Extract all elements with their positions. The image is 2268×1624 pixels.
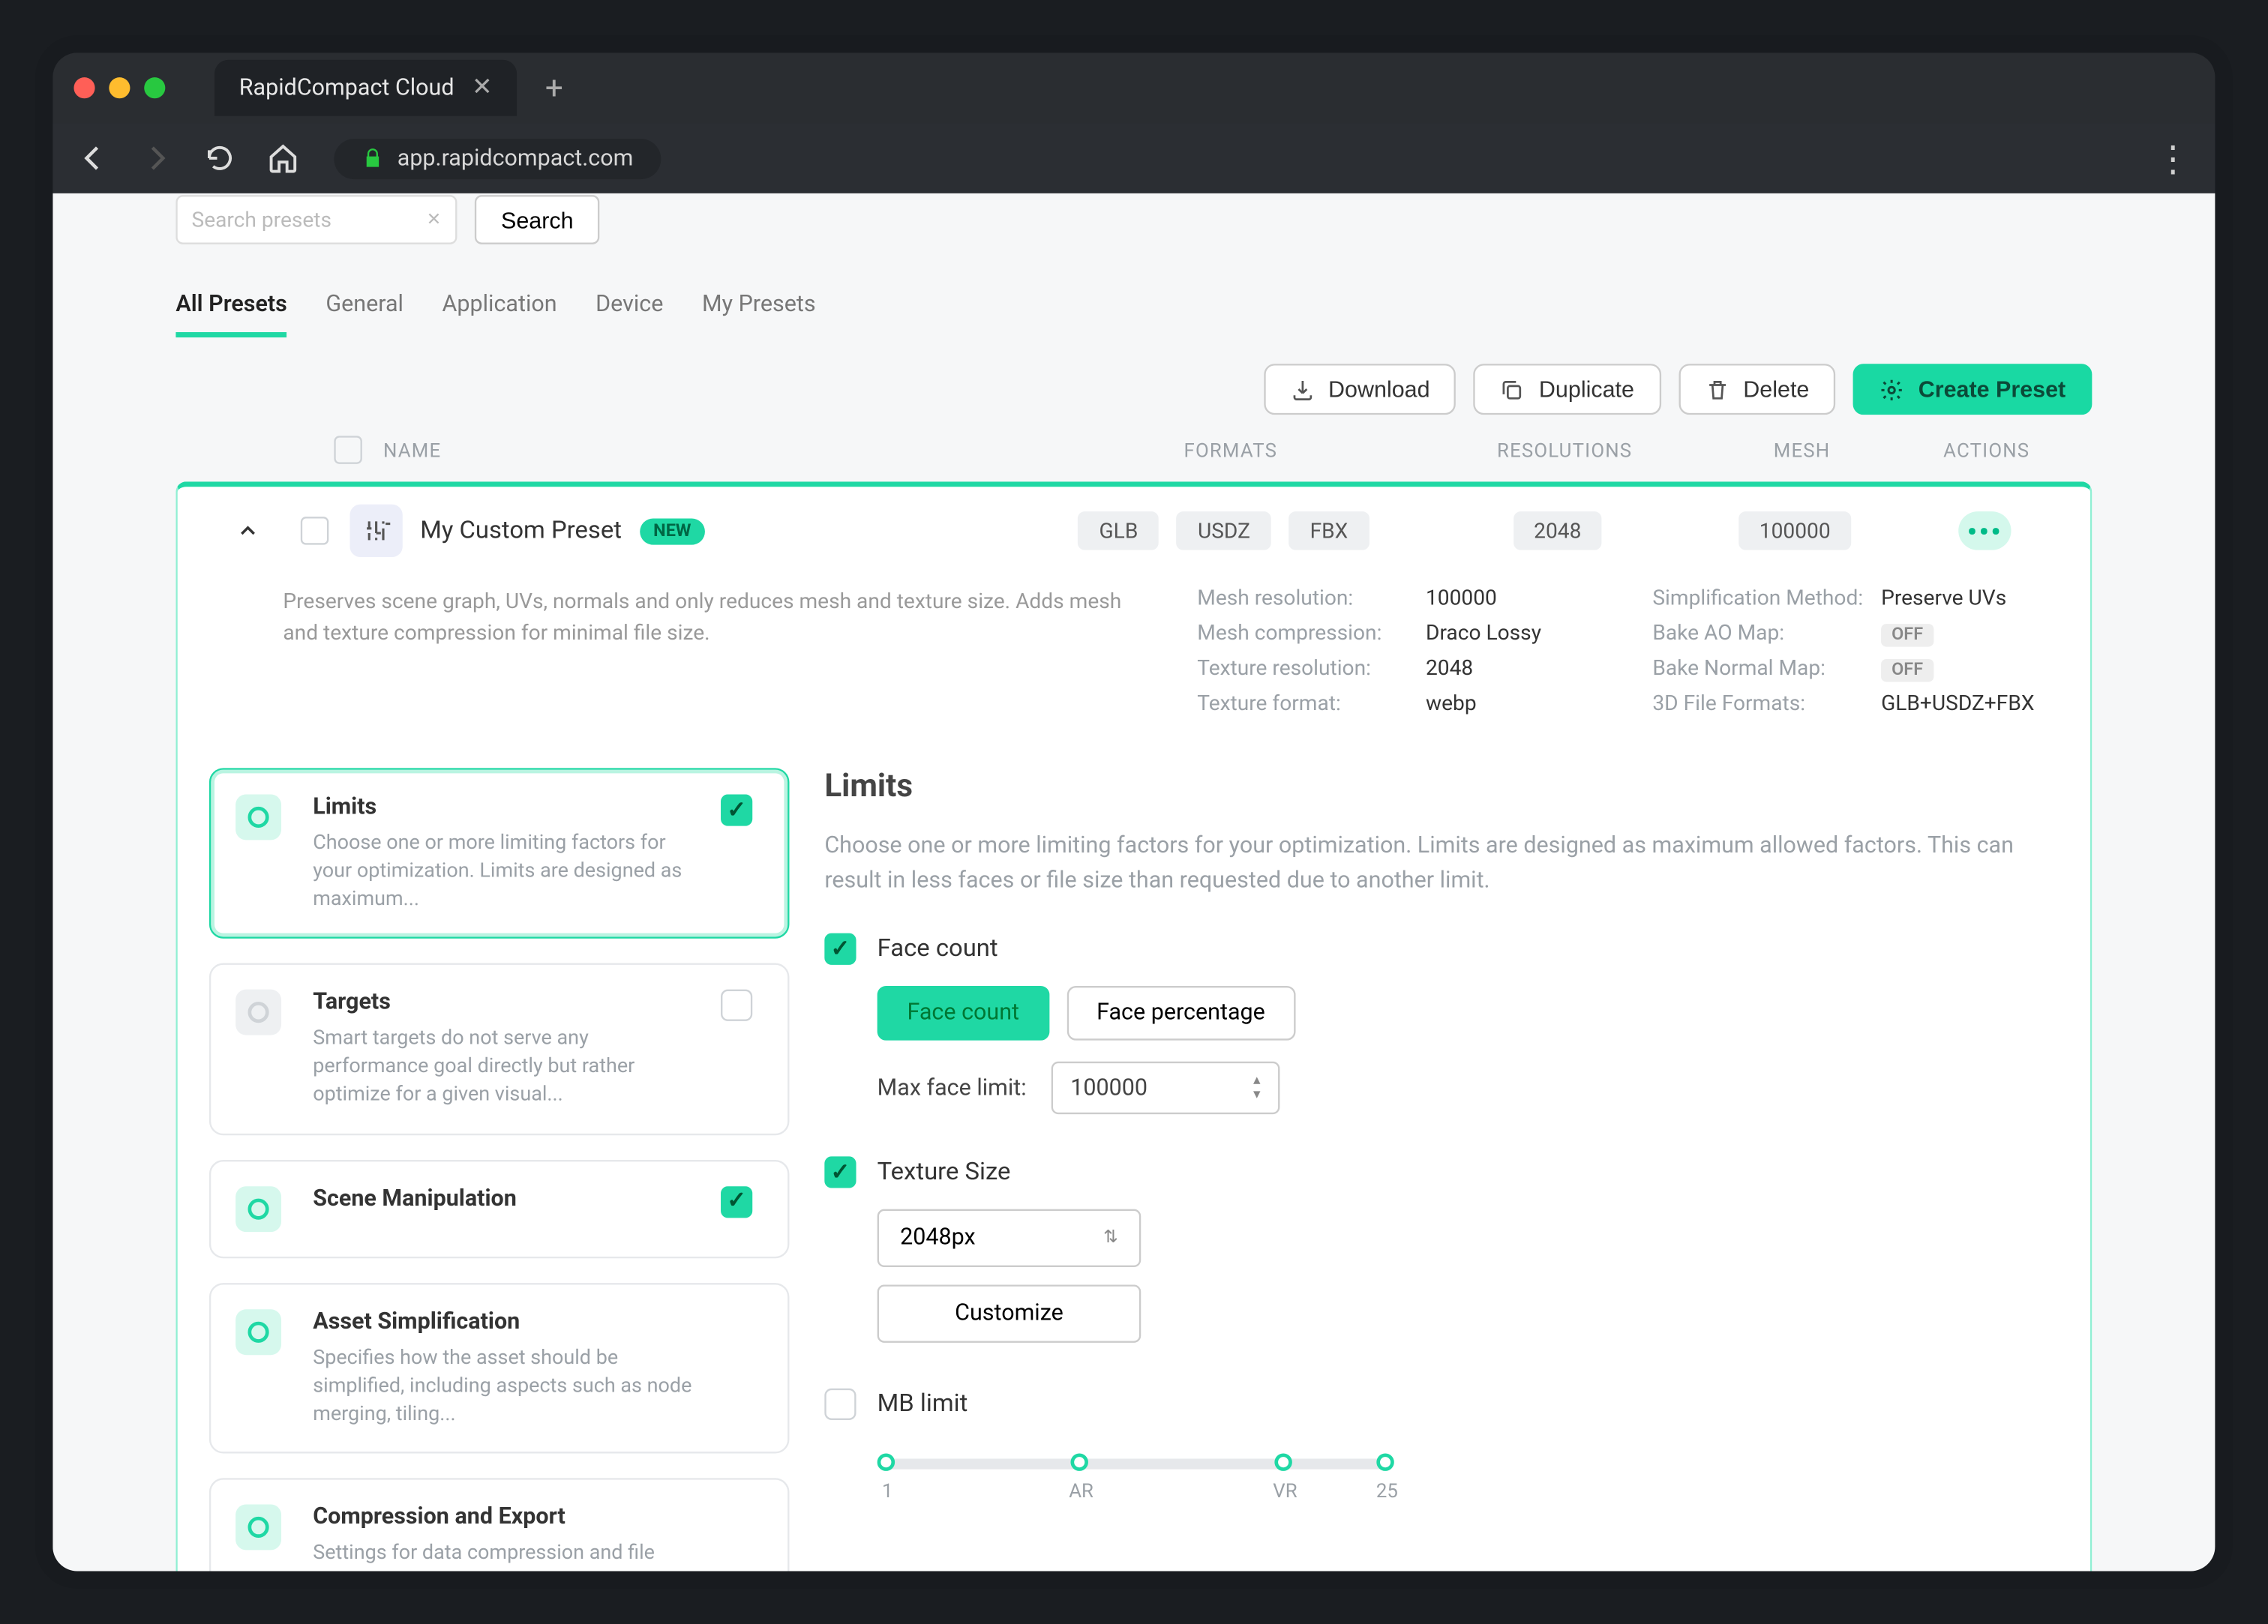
texture-size-select[interactable]: 2048px ⇅: [878, 1209, 1142, 1267]
duplicate-icon: [1500, 377, 1525, 402]
preset-name: My Custom Preset NEW: [420, 517, 1035, 545]
tab-all-presets[interactable]: All Presets: [176, 292, 286, 337]
select-chevron-icon: ⇅: [1103, 1228, 1118, 1248]
limits-settings: Limits Choose one or more limiting facto…: [824, 768, 2058, 1571]
maximize-window-icon[interactable]: [144, 77, 165, 98]
card-limits[interactable]: Limits Choose one or more limiting facto…: [209, 768, 790, 939]
mb-slider[interactable]: 1 AR VR 25: [878, 1441, 1388, 1494]
pill-fbx: FBX: [1288, 511, 1369, 550]
collapse-icon[interactable]: [195, 518, 301, 543]
minimize-window-icon[interactable]: [109, 77, 130, 98]
ring-icon: [236, 794, 281, 840]
toolbar: Download Duplicate Delete Create Preset: [176, 364, 2092, 415]
col-resolutions: RESOLUTIONS: [1424, 439, 1706, 461]
close-tab-icon[interactable]: ✕: [472, 73, 493, 102]
tab-device[interactable]: Device: [596, 292, 663, 337]
back-icon[interactable]: [74, 142, 112, 174]
texture-size-checkbox[interactable]: ✓: [824, 1156, 856, 1188]
titlebar: RapidCompact Cloud ✕ +: [52, 52, 2215, 123]
max-face-input[interactable]: 100000 ▴▾: [1051, 1062, 1280, 1114]
forward-icon[interactable]: [137, 142, 176, 174]
window-controls: [74, 77, 165, 98]
create-preset-button[interactable]: Create Preset: [1853, 364, 2092, 415]
download-button[interactable]: Download: [1263, 364, 1456, 415]
ring-icon: [236, 1185, 281, 1231]
kv-right: Simplification Method:Preserve UVs Bake …: [1652, 586, 2055, 715]
browser-menu-icon[interactable]: ⋮: [2156, 137, 2194, 179]
ring-icon: [236, 1504, 281, 1550]
tab-title: RapidCompact Cloud: [239, 75, 454, 101]
col-actions: ACTIONS: [1899, 439, 2074, 461]
tab-application[interactable]: Application: [442, 292, 557, 337]
lock-icon: [362, 148, 383, 169]
ring-icon: [236, 1308, 281, 1354]
section-cards: Limits Choose one or more limiting facto…: [209, 768, 790, 1571]
face-mode-toggle: Face count Face percentage: [878, 986, 2059, 1041]
face-count-mode-button[interactable]: Face count: [878, 986, 1049, 1041]
browser-window: RapidCompact Cloud ✕ + app.rapidcompact.…: [52, 52, 2215, 1571]
filter-tabs: All Presets General Application Device M…: [176, 292, 2092, 339]
reload-icon[interactable]: [200, 142, 239, 174]
col-mesh: MESH: [1706, 439, 1899, 461]
preset-details: Preserves scene graph, UVs, normals and …: [178, 574, 2090, 750]
resolution-pill: 2048: [1513, 511, 1603, 550]
search-button[interactable]: Search: [475, 195, 600, 244]
preset-row: My Custom Preset NEW GLB USDZ FBX 2048 1…: [178, 487, 2090, 574]
preset-editor: Limits Choose one or more limiting facto…: [178, 751, 2090, 1572]
face-count-checkbox[interactable]: ✓: [824, 933, 856, 965]
stepper-icon[interactable]: ▴▾: [1253, 1074, 1260, 1102]
column-headers: NAME FORMATS RESOLUTIONS MESH ACTIONS: [176, 415, 2092, 481]
clear-icon[interactable]: ✕: [427, 210, 442, 229]
row-checkbox[interactable]: [301, 517, 329, 545]
more-actions-icon[interactable]: •••: [1958, 511, 2011, 550]
close-window-icon[interactable]: [74, 77, 94, 98]
gear-icon: [1880, 377, 1904, 402]
scene-checkbox[interactable]: ✓: [721, 1185, 752, 1217]
new-badge: NEW: [639, 517, 705, 544]
sliders-icon: [350, 505, 402, 557]
duplicate-button[interactable]: Duplicate: [1474, 364, 1660, 415]
col-name: NAME: [383, 439, 1037, 461]
customize-button[interactable]: Customize: [878, 1284, 1142, 1342]
card-asset-simplification[interactable]: Asset Simplification Specifies how the a…: [209, 1282, 790, 1453]
search-input[interactable]: Search presets ✕: [176, 195, 457, 244]
url-text: app.rapidcompact.com: [398, 145, 634, 171]
pill-usdz: USDZ: [1177, 511, 1271, 550]
kv-left: Mesh resolution:100000 Mesh compression:…: [1197, 586, 1600, 715]
targets-checkbox[interactable]: [721, 990, 752, 1021]
url-field[interactable]: app.rapidcompact.com: [334, 138, 661, 178]
preset-panel: My Custom Preset NEW GLB USDZ FBX 2048 1…: [176, 481, 2092, 1571]
col-formats: FORMATS: [1037, 439, 1424, 461]
url-bar: app.rapidcompact.com ⋮: [52, 123, 2215, 193]
panel-heading: Limits: [824, 768, 2058, 805]
delete-button[interactable]: Delete: [1678, 364, 1836, 415]
panel-lead: Choose one or more limiting factors for …: [824, 829, 2058, 897]
format-pills: GLB USDZ FBX: [1036, 511, 1423, 550]
app-content: Search presets ✕ Search All Presets Gene…: [52, 193, 2215, 1572]
card-targets[interactable]: Targets Smart targets do not serve any p…: [209, 963, 790, 1134]
preset-description: Preserves scene graph, UVs, normals and …: [283, 586, 1144, 715]
home-icon[interactable]: [264, 142, 303, 174]
limits-checkbox[interactable]: ✓: [721, 794, 752, 825]
card-scene-manipulation[interactable]: Scene Manipulation ✓: [209, 1159, 790, 1257]
face-percentage-mode-button[interactable]: Face percentage: [1066, 986, 1294, 1041]
mb-limit-checkbox[interactable]: [824, 1389, 856, 1420]
trash-icon: [1705, 377, 1730, 402]
browser-tab[interactable]: RapidCompact Cloud ✕: [214, 60, 517, 116]
new-tab-button[interactable]: +: [531, 70, 577, 106]
mesh-pill: 100000: [1738, 511, 1852, 550]
select-all-checkbox[interactable]: [334, 436, 362, 464]
download-icon: [1289, 377, 1314, 402]
pill-glb: GLB: [1078, 511, 1159, 550]
tab-my-presets[interactable]: My Presets: [702, 292, 816, 337]
card-compression-export[interactable]: Compression and Export Settings for data…: [209, 1478, 790, 1572]
ring-icon: [236, 990, 281, 1035]
tab-general[interactable]: General: [326, 292, 404, 337]
